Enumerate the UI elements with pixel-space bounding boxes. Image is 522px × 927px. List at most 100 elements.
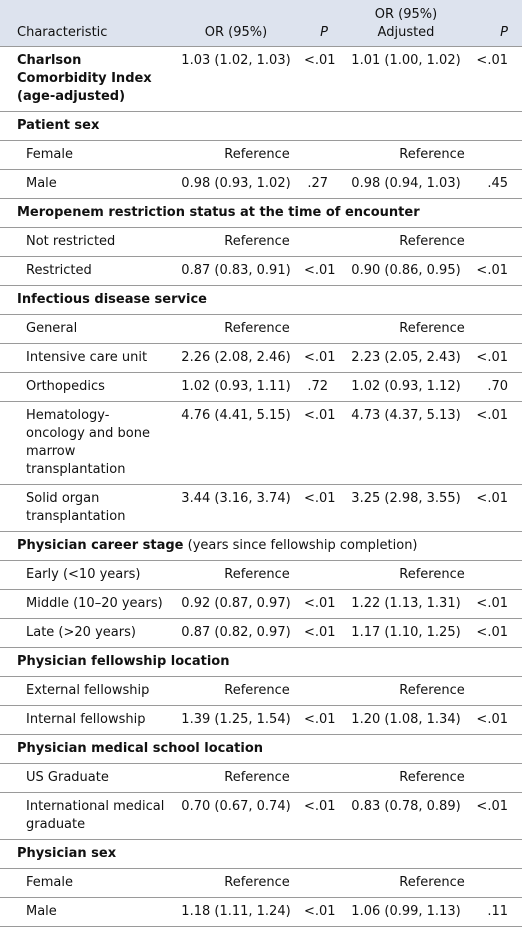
reference-cell: Reference — [172, 140, 342, 170]
header-cell: Characteristic — [0, 0, 172, 47]
label-cell: International medical graduate — [0, 792, 172, 840]
data-row: International medical graduate 0.70 (0.67… — [0, 792, 522, 840]
data-row: Female Reference Reference — [0, 868, 522, 898]
reference-cell: Reference — [342, 763, 522, 793]
section-row: Physician fellowship location — [0, 647, 522, 677]
or-cell: 0.70 (0.67, 0.74) — [172, 792, 300, 840]
reference-cell: Reference — [172, 227, 342, 257]
data-row: Late (>20 years) 0.87 (0.82, 0.97) <.01 1.1… — [0, 618, 522, 648]
section-title: Physician medical school location — [17, 741, 264, 756]
or-cell: 1.03 (1.02, 1.03) — [172, 46, 300, 112]
data-row: Male 1.18 (1.11, 1.24) <.01 1.06 (0.99, 1.1… — [0, 897, 522, 927]
label-cell: Restricted — [0, 256, 172, 286]
label-cell: Orthopedics — [0, 372, 172, 402]
or-cell: 0.98 (0.94, 1.03) — [342, 169, 470, 199]
data-row: Hematology-oncology and bone marrow tran… — [0, 401, 522, 485]
table-header: Characteristic OR (95%) P OR (95%) Adjust… — [0, 0, 522, 47]
label-cell: Male — [0, 169, 172, 199]
header-text: P — [320, 25, 328, 40]
section-cell: Infectious disease service — [0, 285, 522, 315]
data-row: Female Reference Reference — [0, 140, 522, 170]
or-cell: 1.22 (1.13, 1.31) — [342, 589, 470, 619]
p-cell: <.01 — [470, 256, 522, 286]
reference-cell: Reference — [172, 560, 342, 590]
label-cell: Male — [0, 897, 172, 927]
header-line: OR (95%) — [374, 7, 438, 22]
label-cell: Charlson Comorbidity Index (age-adjusted… — [0, 46, 172, 112]
or-cell: 1.39 (1.25, 1.54) — [172, 705, 300, 735]
section-row: Physician career stage (years since fell… — [0, 531, 522, 561]
or-cell: 0.87 (0.83, 0.91) — [172, 256, 300, 286]
reference-cell: Reference — [342, 140, 522, 170]
reference-cell: Reference — [342, 314, 522, 344]
section-title: Infectious disease service — [17, 292, 207, 307]
data-row: US Graduate Reference Reference — [0, 763, 522, 793]
p-cell: <.01 — [470, 705, 522, 735]
reference-cell: Reference — [172, 314, 342, 344]
p-cell: <.01 — [470, 46, 522, 112]
label-cell: Female — [0, 868, 172, 898]
or-cell: 1.06 (0.99, 1.13) — [342, 897, 470, 927]
label-cell: General — [0, 314, 172, 344]
header-cell: P — [300, 0, 342, 47]
section-row: Patient sex — [0, 111, 522, 141]
label-cell: Solid organ transplantation — [0, 484, 172, 532]
or-cell: 0.83 (0.78, 0.89) — [342, 792, 470, 840]
section-title: Patient sex — [17, 118, 100, 133]
data-row: External fellowship Reference Reference — [0, 676, 522, 706]
p-cell: <.01 — [300, 618, 342, 648]
or-cell: 2.23 (2.05, 2.43) — [342, 343, 470, 373]
p-cell: <.01 — [470, 484, 522, 532]
p-cell: <.01 — [300, 484, 342, 532]
data-row: Internal fellowship 1.39 (1.25, 1.54) <.01… — [0, 705, 522, 735]
or-cell: 0.98 (0.93, 1.02) — [172, 169, 300, 199]
data-row: Male 0.98 (0.93, 1.02) .27 0.98 (0.94, 1.03… — [0, 169, 522, 199]
p-cell: <.01 — [300, 705, 342, 735]
header-cell: P — [470, 0, 522, 47]
label-cell: Intensive care unit — [0, 343, 172, 373]
p-cell: <.01 — [470, 618, 522, 648]
label-cell: US Graduate — [0, 763, 172, 793]
reference-cell: Reference — [342, 227, 522, 257]
label-cell: External fellowship — [0, 676, 172, 706]
p-cell: <.01 — [470, 792, 522, 840]
or-cell: 3.25 (2.98, 3.55) — [342, 484, 470, 532]
or-cell: 0.92 (0.87, 0.97) — [172, 589, 300, 619]
data-row: Solid organ transplantation 3.44 (3.16, 3… — [0, 484, 522, 532]
p-cell: <.01 — [300, 401, 342, 485]
reference-cell: Reference — [172, 676, 342, 706]
p-cell: .72 — [300, 372, 342, 402]
section-title: Meropenem restriction status at the time… — [17, 205, 420, 220]
data-row: Not restricted Reference Reference — [0, 227, 522, 257]
p-cell: <.01 — [300, 792, 342, 840]
label-cell: Late (>20 years) — [0, 618, 172, 648]
data-row: Intensive care unit 2.26 (2.08, 2.46) <.01… — [0, 343, 522, 373]
or-cell: 1.02 (0.93, 1.12) — [342, 372, 470, 402]
label-cell: Not restricted — [0, 227, 172, 257]
section-row: Meropenem restriction status at the time… — [0, 198, 522, 228]
data-row: Charlson Comorbidity Index (age-adjusted… — [0, 46, 522, 112]
or-cell: 2.26 (2.08, 2.46) — [172, 343, 300, 373]
p-cell: <.01 — [300, 256, 342, 286]
header-cell: OR (95%) Adjusted — [342, 0, 470, 47]
or-cell: 4.73 (4.37, 5.13) — [342, 401, 470, 485]
section-cell: Physician medical school location — [0, 734, 522, 764]
label-cell: Middle (10–20 years) — [0, 589, 172, 619]
or-cell: 1.17 (1.10, 1.25) — [342, 618, 470, 648]
reference-cell: Reference — [172, 868, 342, 898]
p-cell: <.01 — [300, 46, 342, 112]
p-cell: <.01 — [470, 401, 522, 485]
section-cell: Physician sex — [0, 839, 522, 869]
label-cell: Internal fellowship — [0, 705, 172, 735]
data-row: Middle (10–20 years) 0.92 (0.87, 0.97) <.0… — [0, 589, 522, 619]
p-cell: <.01 — [300, 343, 342, 373]
section-cell: Physician career stage (years since fell… — [0, 531, 522, 561]
section-row: Physician medical school location — [0, 734, 522, 764]
section-title: Physician sex — [17, 846, 117, 861]
reference-cell: Reference — [342, 560, 522, 590]
label-cell: Hematology-oncology and bone marrow tran… — [0, 401, 172, 485]
section-row: Physician sex — [0, 839, 522, 869]
or-cell: 1.01 (1.00, 1.02) — [342, 46, 470, 112]
p-cell: .45 — [470, 169, 522, 199]
